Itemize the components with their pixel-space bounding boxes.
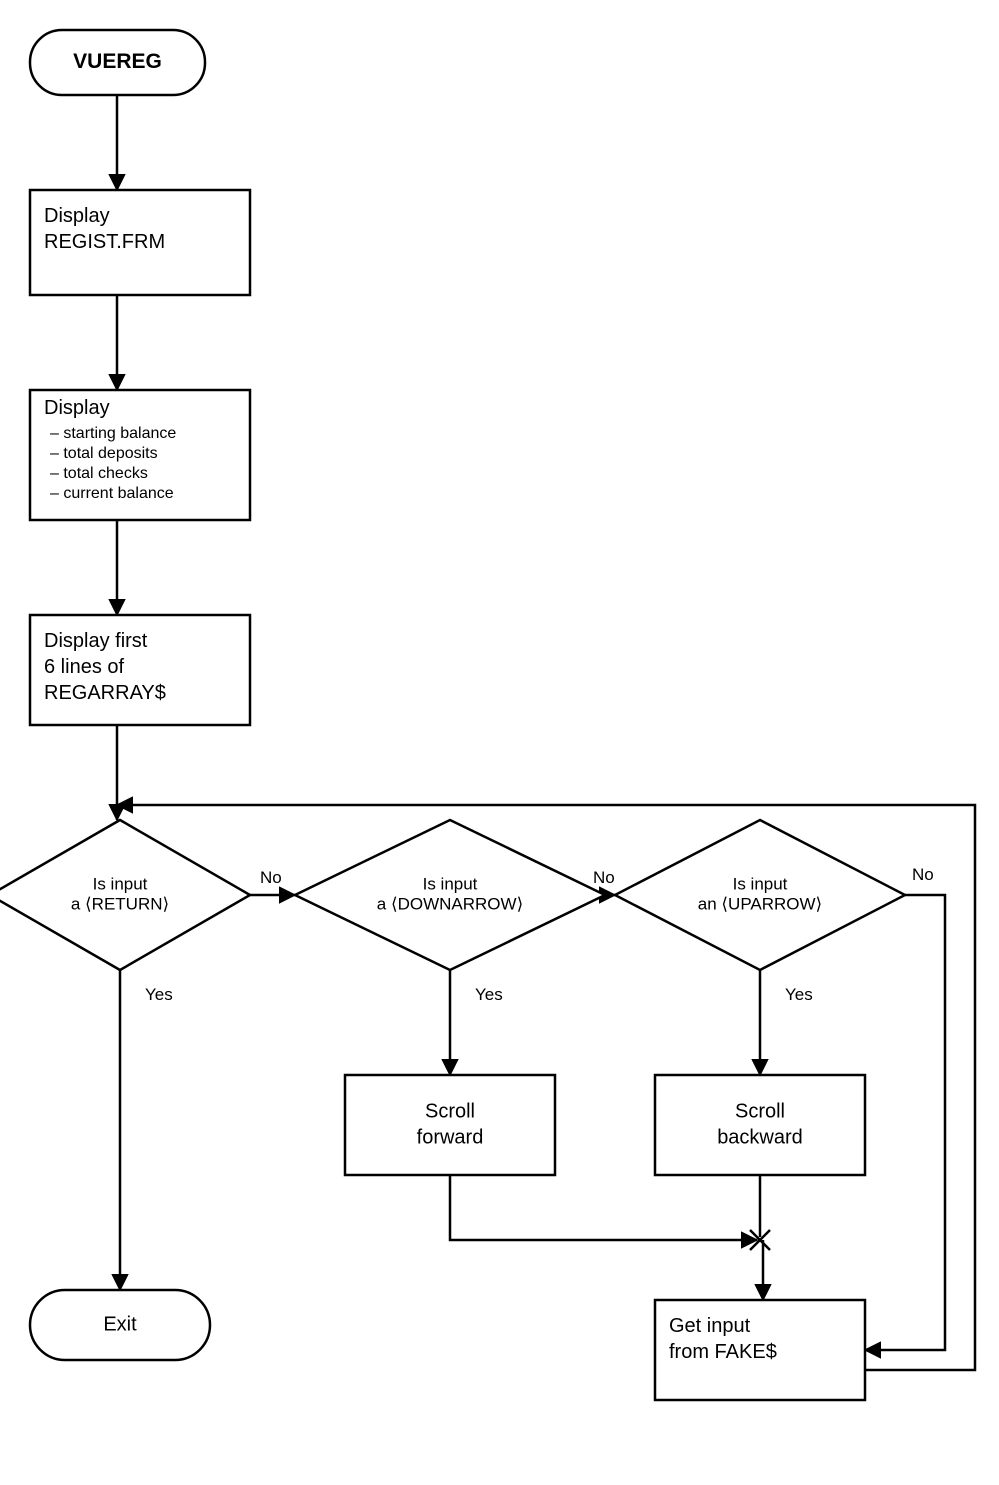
- node-label: REGIST.FRM: [44, 231, 165, 253]
- edge-label: Yes: [145, 985, 173, 1004]
- node-label: a ⟨RETURN⟩: [71, 895, 169, 914]
- node-proc_fwd: Scroll forward: [345, 1075, 555, 1175]
- node-label: 6 lines of: [44, 656, 124, 678]
- node-dec1: Is input a ⟨RETURN⟩: [0, 820, 250, 970]
- node-item: – total checks: [50, 465, 148, 482]
- node-proc_get: Get input from FAKE$: [655, 1300, 865, 1400]
- flow-edge: [450, 1175, 757, 1240]
- node-layer: VUEREG Display REGIST.FRM Display – starting…: [0, 30, 905, 1400]
- node-item: – total deposits: [50, 445, 158, 462]
- node-label: an ⟨UPARROW⟩: [698, 895, 822, 914]
- edge-label: Yes: [785, 985, 813, 1004]
- node-proc3: Display first 6 lines of REGARRAY$: [30, 615, 250, 725]
- flow-edge: [865, 895, 945, 1350]
- node-label: Is input: [733, 874, 788, 893]
- node-label: a ⟨DOWNARROW⟩: [377, 895, 523, 914]
- node-label: backward: [717, 1126, 803, 1148]
- node-item: – current balance: [50, 485, 174, 502]
- node-label: VUEREG: [73, 50, 162, 73]
- node-label: Get input: [669, 1315, 751, 1337]
- node-title: Display: [44, 397, 110, 419]
- node-dec2: Is input a ⟨DOWNARROW⟩: [295, 820, 605, 970]
- node-exit: Exit: [30, 1290, 210, 1360]
- node-label: Scroll: [735, 1100, 785, 1122]
- node-proc_bwd: Scroll backward: [655, 1075, 865, 1175]
- node-proc1: Display REGIST.FRM: [30, 190, 250, 295]
- edge-label: No: [912, 865, 934, 884]
- node-label: Is input: [93, 874, 148, 893]
- node-label: forward: [417, 1126, 484, 1148]
- node-label: Scroll: [425, 1100, 475, 1122]
- node-label: from FAKE$: [669, 1341, 777, 1363]
- node-label: Is input: [423, 874, 478, 893]
- edge-label: No: [593, 868, 615, 887]
- node-label: Display first: [44, 630, 148, 652]
- flowchart-canvas: YesNoYesNoYesNoVUEREGDisplayREGIST.FRMDi…: [0, 0, 999, 1485]
- node-label: REGARRAY$: [44, 682, 166, 704]
- node-item: – starting balance: [50, 425, 176, 442]
- node-dec3: Is input an ⟨UPARROW⟩: [615, 820, 905, 970]
- edge-label: Yes: [475, 985, 503, 1004]
- node-label: Display: [44, 205, 110, 227]
- node-start: VUEREG: [30, 30, 205, 95]
- node-label: Exit: [103, 1313, 137, 1335]
- edge-label: No: [260, 868, 282, 887]
- node-proc2: Display – starting balance – total deposit…: [30, 390, 250, 520]
